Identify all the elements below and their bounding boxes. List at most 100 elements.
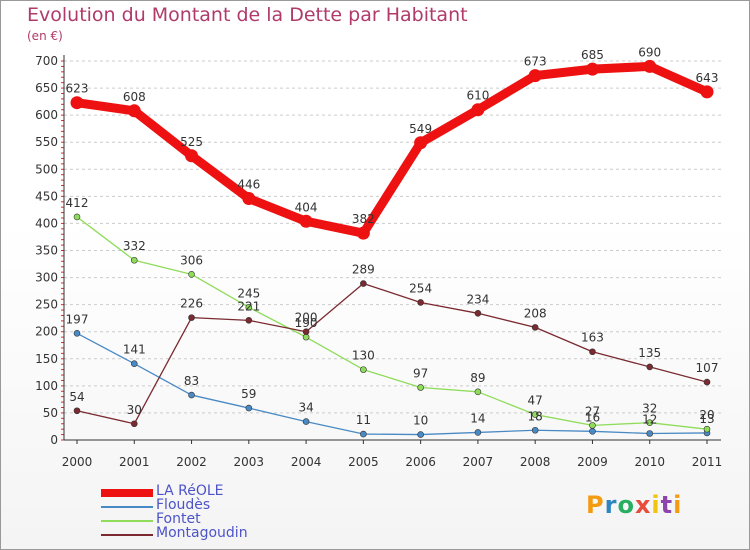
data-point (302, 328, 310, 336)
logo-letter: i (673, 491, 683, 519)
data-point (188, 271, 195, 278)
data-point (417, 384, 424, 391)
data-point (188, 314, 195, 321)
series-line (76, 282, 708, 425)
data-point (589, 348, 596, 356)
x-tick-label: 2000 (62, 455, 93, 469)
data-label: 446 (237, 178, 260, 192)
legend-label: Floudès (156, 497, 211, 513)
data-point (646, 430, 654, 437)
data-point (531, 324, 539, 331)
data-point (474, 310, 482, 317)
data-point (417, 299, 424, 306)
data-point (417, 431, 424, 438)
legend-label: Montagoudin (156, 525, 248, 541)
x-tick-label: 2004 (291, 455, 322, 469)
axes: 0 50 100 150 200 250 300 350 400 450 500 550 600 650 7… (35, 54, 722, 469)
data-point (242, 192, 256, 206)
data-label: 221 (237, 299, 260, 313)
data-point (589, 428, 596, 435)
data-label: 54 (69, 390, 84, 404)
data-label: 59 (241, 387, 256, 401)
data-label: 12 (642, 413, 657, 427)
data-point (700, 85, 714, 99)
data-label: 97 (413, 366, 428, 380)
data-label: 11 (356, 413, 371, 427)
data-label: 135 (638, 346, 661, 360)
data-point (302, 333, 310, 341)
data-label: 226 (180, 297, 203, 311)
y-tick-label: 0 (50, 433, 58, 447)
data-label: 47 (528, 394, 543, 408)
y-tick-label: 500 (35, 162, 58, 176)
data-label: 107 (696, 361, 719, 375)
data-point (302, 418, 310, 425)
data-label: 608 (123, 90, 146, 104)
chart-title: Evolution du Montant de la Dette par Hab… (27, 4, 468, 26)
data-point (528, 69, 542, 83)
data-point (130, 420, 138, 428)
x-tick-label: 2001 (119, 455, 150, 469)
data-point (414, 136, 428, 150)
data-label: 163 (581, 331, 604, 345)
data-label: 89 (470, 371, 485, 385)
data-point (185, 149, 199, 163)
data-point (646, 419, 654, 426)
data-point (531, 411, 539, 418)
y-tick-label: 650 (35, 81, 58, 95)
data-point (643, 59, 657, 73)
data-point (356, 226, 370, 240)
data-label: 20 (699, 408, 714, 422)
data-label: 306 (180, 253, 203, 267)
x-tick-label: 2003 (234, 455, 265, 469)
data-label: 643 (696, 71, 719, 85)
x-tick-label: 2005 (348, 455, 379, 469)
x-tick-label: 2007 (463, 455, 494, 469)
legend-label: Fontet (156, 511, 201, 527)
data-label: 32 (642, 402, 657, 416)
data-label: 690 (638, 45, 661, 59)
legend-swatch (101, 506, 153, 508)
y-tick-label: 450 (35, 189, 58, 203)
data-point (360, 430, 367, 438)
y-tick-label: 100 (35, 379, 58, 393)
data-labels: 197 141 83 59 34 11 10 14 18 16 12 13 412 332 306 245 19… (66, 45, 719, 427)
data-label: 525 (180, 135, 203, 149)
logo-letter: i (651, 491, 661, 519)
logo-letter: P (586, 491, 605, 519)
data-point (73, 407, 81, 415)
data-point (360, 280, 367, 287)
y-tick-label: 600 (35, 108, 58, 122)
legend-swatch (101, 520, 153, 522)
data-point (245, 304, 253, 311)
data-label: 685 (581, 48, 604, 62)
y-tick-label: 550 (35, 135, 58, 149)
logo-letter: t (660, 491, 674, 519)
data-label: 30 (127, 403, 142, 417)
data-point (585, 62, 599, 76)
data-point (73, 213, 81, 221)
data-label: 83 (184, 374, 199, 388)
data-label: 245 (237, 286, 260, 300)
data-label: 27 (585, 404, 600, 418)
data-point (646, 363, 654, 371)
y-tick-label: 250 (35, 298, 58, 312)
data-label: 673 (524, 55, 547, 69)
series-line (72, 61, 712, 238)
data-point (474, 388, 482, 396)
data-label: 610 (466, 89, 489, 103)
data-label: 208 (524, 306, 547, 320)
legend-swatch (101, 534, 153, 536)
series (70, 59, 714, 438)
data-point (127, 104, 141, 118)
data-point (471, 103, 485, 117)
data-label: 14 (470, 411, 485, 425)
data-label: 623 (66, 82, 89, 96)
data-label: 34 (298, 401, 313, 415)
data-point (188, 391, 195, 399)
logo-letter: r (604, 491, 618, 519)
data-point (703, 425, 711, 433)
data-point (130, 360, 138, 367)
